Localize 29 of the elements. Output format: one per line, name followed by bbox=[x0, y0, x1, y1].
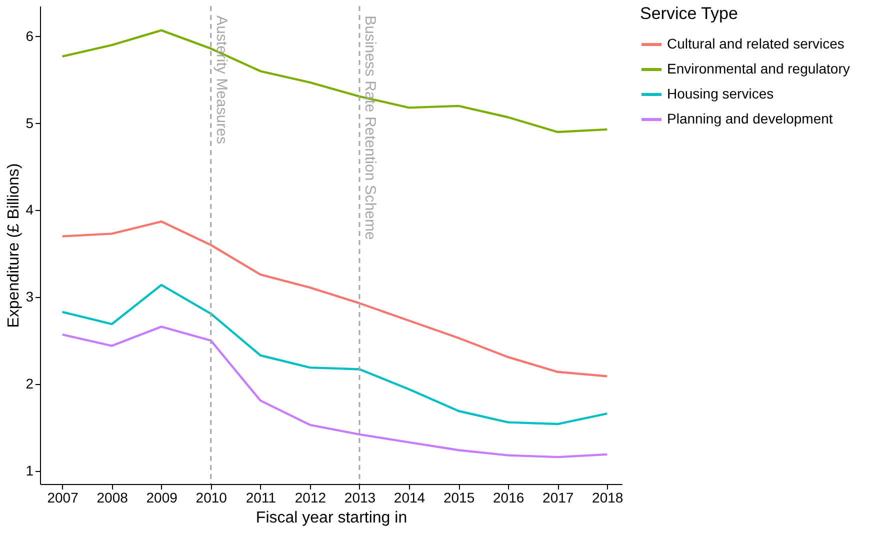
legend-label: Environmental and regulatory bbox=[667, 60, 850, 76]
ref-line-label: Austerity Measures bbox=[212, 16, 230, 144]
x-tick-label: 2018 bbox=[592, 490, 624, 506]
legend-title: Service Type bbox=[640, 4, 738, 23]
x-tick-label: 2014 bbox=[394, 490, 426, 506]
y-tick-label: 5 bbox=[26, 114, 34, 131]
x-tick-label: 2016 bbox=[493, 490, 524, 506]
x-tick-label: 2009 bbox=[146, 490, 178, 506]
line-series bbox=[61, 284, 608, 426]
legend-label: Planning and development bbox=[667, 110, 833, 126]
x-tick-label: 2010 bbox=[196, 490, 228, 506]
y-tick-label: 2 bbox=[26, 376, 34, 392]
legend-label: Housing services bbox=[667, 86, 774, 102]
legend-label: Cultural and related services bbox=[667, 36, 844, 52]
x-tick-label: 2017 bbox=[542, 490, 574, 506]
x-tick-label: 2013 bbox=[344, 490, 376, 506]
y-tick-label: 3 bbox=[26, 288, 34, 305]
y-tick-label: 6 bbox=[26, 28, 34, 44]
x-tick-label: 2011 bbox=[246, 490, 276, 506]
y-tick-label: 4 bbox=[26, 202, 34, 218]
y-axis-title: Expenditure (£ Billions) bbox=[6, 163, 23, 328]
x-tick-label: 2015 bbox=[443, 490, 475, 506]
line-series bbox=[61, 326, 608, 458]
x-tick-label: 2007 bbox=[47, 490, 79, 506]
ref-line-label: Business Rate Retention Scheme bbox=[361, 16, 378, 240]
y-tick-label: 1 bbox=[26, 462, 34, 478]
x-axis-title: Fiscal year starting in bbox=[256, 510, 408, 526]
x-tick-label: 2012 bbox=[294, 490, 326, 506]
x-tick-label: 2008 bbox=[96, 490, 128, 506]
